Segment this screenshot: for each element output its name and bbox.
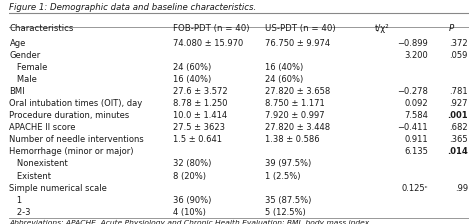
Text: Female: Female [9, 63, 48, 72]
Text: 74.080 ± 15.970: 74.080 ± 15.970 [173, 39, 243, 47]
Text: 27.5 ± 3623: 27.5 ± 3623 [173, 123, 225, 132]
Text: 5 (12.5%): 5 (12.5%) [264, 208, 305, 217]
Text: −0.278: −0.278 [397, 87, 428, 96]
Text: 1: 1 [9, 196, 23, 205]
Text: Hemorrhage (minor or major): Hemorrhage (minor or major) [9, 147, 134, 156]
Text: 0.125ᶜ: 0.125ᶜ [401, 184, 428, 193]
Text: .372: .372 [449, 39, 468, 47]
Text: Abbreviations: APACHE, Acute Physiology and Chronic Health Evaluation; BMI, body: Abbreviations: APACHE, Acute Physiology … [9, 220, 372, 224]
Text: Gender: Gender [9, 51, 41, 60]
Text: 8 (20%): 8 (20%) [173, 172, 206, 181]
Text: .682: .682 [449, 123, 468, 132]
Text: 1.38 ± 0.586: 1.38 ± 0.586 [264, 135, 319, 144]
Text: Procedure duration, minutes: Procedure duration, minutes [9, 111, 130, 120]
Text: .99: .99 [455, 184, 468, 193]
Text: BMI: BMI [9, 87, 25, 96]
Text: .781: .781 [449, 87, 468, 96]
Text: 0.092: 0.092 [404, 99, 428, 108]
Text: −0.899: −0.899 [397, 39, 428, 47]
Text: APACHE II score: APACHE II score [9, 123, 76, 132]
Text: 27.820 ± 3.658: 27.820 ± 3.658 [264, 87, 330, 96]
Text: 27.820 ± 3.448: 27.820 ± 3.448 [264, 123, 330, 132]
Text: .059: .059 [449, 51, 468, 60]
Text: Age: Age [9, 39, 26, 47]
Text: 8.78 ± 1.250: 8.78 ± 1.250 [173, 99, 227, 108]
Text: US-PDT (n = 40): US-PDT (n = 40) [264, 24, 335, 32]
Text: 7.920 ± 0.997: 7.920 ± 0.997 [264, 111, 324, 120]
Text: FOB-PDT (n = 40): FOB-PDT (n = 40) [173, 24, 249, 32]
Text: Characteristics: Characteristics [9, 24, 74, 32]
Text: Figure 1: Demographic data and baseline characteristics.: Figure 1: Demographic data and baseline … [9, 3, 257, 12]
Text: 24 (60%): 24 (60%) [264, 75, 303, 84]
Text: 16 (40%): 16 (40%) [173, 75, 211, 84]
Text: 35 (87.5%): 35 (87.5%) [264, 196, 311, 205]
Text: t/χ²: t/χ² [375, 24, 390, 32]
Text: Number of needle interventions: Number of needle interventions [9, 135, 144, 144]
Text: 39 (97.5%): 39 (97.5%) [264, 159, 311, 168]
Text: 6.135: 6.135 [404, 147, 428, 156]
Text: 8.750 ± 1.171: 8.750 ± 1.171 [264, 99, 324, 108]
Text: P: P [448, 24, 454, 32]
Text: .365: .365 [449, 135, 468, 144]
Text: 16 (40%): 16 (40%) [264, 63, 303, 72]
Text: 1.5 ± 0.641: 1.5 ± 0.641 [173, 135, 222, 144]
Text: 27.6 ± 3.572: 27.6 ± 3.572 [173, 87, 228, 96]
Text: Simple numerical scale: Simple numerical scale [9, 184, 107, 193]
Text: .014: .014 [447, 147, 468, 156]
Text: .001: .001 [447, 111, 468, 120]
Text: Nonexistent: Nonexistent [9, 159, 68, 168]
Text: 76.750 ± 9.974: 76.750 ± 9.974 [264, 39, 330, 47]
Text: Oral intubation times (OIT), day: Oral intubation times (OIT), day [9, 99, 143, 108]
Text: .927: .927 [449, 99, 468, 108]
Text: 36 (90%): 36 (90%) [173, 196, 211, 205]
Text: 7.584: 7.584 [404, 111, 428, 120]
Text: 2-3: 2-3 [9, 208, 31, 217]
Text: −0.411: −0.411 [397, 123, 428, 132]
Text: 10.0 ± 1.414: 10.0 ± 1.414 [173, 111, 227, 120]
Text: Existent: Existent [9, 172, 52, 181]
Text: 0.911: 0.911 [404, 135, 428, 144]
Text: 32 (80%): 32 (80%) [173, 159, 211, 168]
Text: 1 (2.5%): 1 (2.5%) [264, 172, 300, 181]
Text: Male: Male [9, 75, 37, 84]
Text: 4 (10%): 4 (10%) [173, 208, 206, 217]
Text: 24 (60%): 24 (60%) [173, 63, 211, 72]
Text: 3.200: 3.200 [404, 51, 428, 60]
